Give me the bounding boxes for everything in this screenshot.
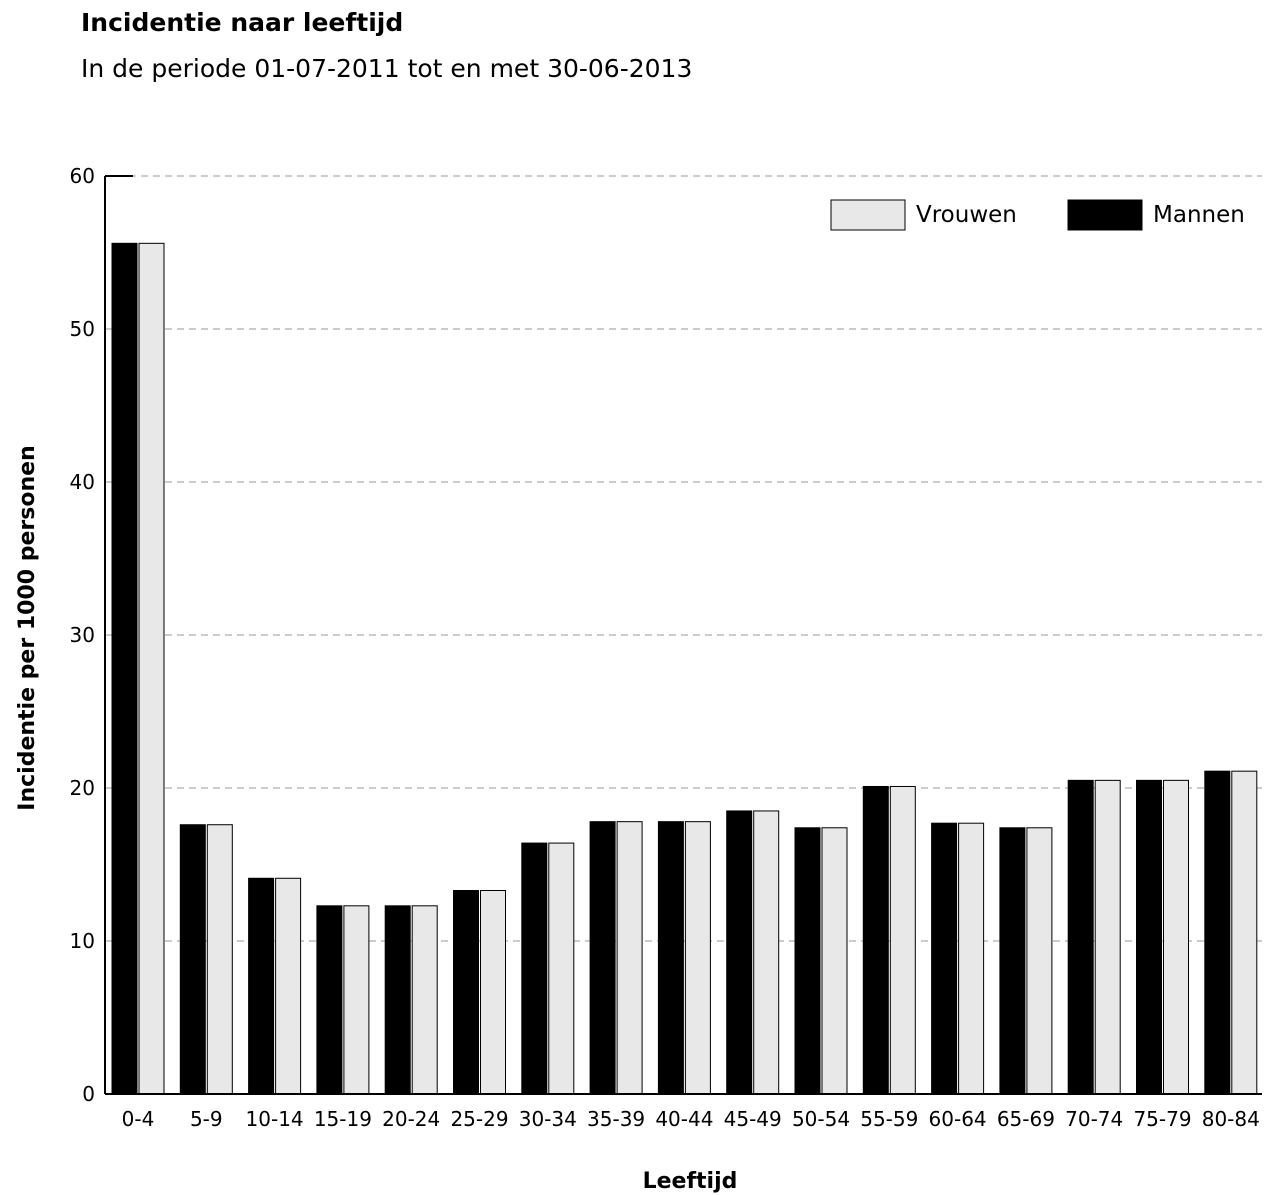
bars	[111, 242, 1258, 1095]
bar-vrouwen-20-24	[411, 905, 438, 1095]
bar-mannen-55-59	[862, 785, 889, 1095]
bar-mannen-40-44	[657, 821, 684, 1095]
y-tick-label: 10	[70, 929, 95, 953]
x-tick-label: 10-14	[246, 1107, 304, 1131]
x-tick-label: 65-69	[997, 1107, 1055, 1131]
x-tick-label: 20-24	[382, 1107, 440, 1131]
bar-mannen-65-69	[999, 827, 1026, 1095]
bar-vrouwen-10-14	[275, 877, 302, 1095]
axes	[104, 175, 1262, 1095]
x-tick-label: 30-34	[519, 1107, 577, 1131]
bar-mannen-70-74	[1067, 779, 1094, 1095]
y-tick-label: 30	[70, 623, 95, 647]
bar-mannen-30-34	[521, 842, 548, 1095]
bar-mannen-25-29	[453, 890, 479, 1095]
bar-vrouwen-50-54	[821, 827, 848, 1095]
bar-mannen-50-54	[794, 827, 821, 1095]
y-tick-label: 20	[70, 776, 95, 800]
bar-vrouwen-15-19	[343, 905, 370, 1095]
y-tick-label: 60	[70, 164, 95, 188]
bar-vrouwen-40-44	[684, 821, 711, 1095]
bar-vrouwen-0-4	[138, 242, 165, 1095]
bar-mannen-80-84	[1204, 770, 1231, 1095]
x-tick-label: 75-79	[1133, 1107, 1191, 1131]
bar-mannen-10-14	[248, 877, 275, 1095]
bar-vrouwen-65-69	[1026, 827, 1053, 1095]
x-tick-label: 70-74	[1065, 1107, 1123, 1131]
bar-mannen-35-39	[589, 821, 616, 1095]
x-tick-label: 0-4	[122, 1107, 155, 1131]
bar-vrouwen-45-49	[753, 810, 780, 1095]
bar-mannen-0-4	[111, 242, 138, 1095]
bar-vrouwen-70-74	[1094, 779, 1121, 1095]
bar-mannen-45-49	[726, 810, 753, 1095]
bar-vrouwen-75-79	[1163, 779, 1189, 1095]
y-axis-ticks: 0 10 20 30 40 50 60	[70, 164, 95, 1106]
bar-vrouwen-80-84	[1231, 770, 1258, 1095]
chart-subtitle: In de periode 01-07-2011 tot en met 30-0…	[81, 54, 693, 83]
bar-mannen-20-24	[384, 905, 411, 1095]
x-tick-label: 55-59	[860, 1107, 918, 1131]
y-axis-label: Incidentie per 1000 personen	[15, 445, 40, 810]
legend: Vrouwen Mannen	[830, 199, 1245, 231]
x-tick-label: 45-49	[724, 1107, 782, 1131]
bar-vrouwen-35-39	[616, 821, 643, 1095]
y-tick-label: 40	[70, 470, 95, 494]
bar-mannen-60-64	[931, 822, 958, 1095]
chart-title: Incidentie naar leeftijd	[81, 8, 404, 37]
x-tick-label: 80-84	[1202, 1107, 1260, 1131]
x-tick-label: 40-44	[655, 1107, 713, 1131]
bar-mannen-75-79	[1136, 779, 1162, 1095]
x-tick-label: 35-39	[587, 1107, 645, 1131]
x-axis-ticks: 0-4 5-9 10-14 15-19 20-24 25-29 30-34 35-39 40-4…	[122, 1107, 1260, 1131]
legend-label-vrouwen: Vrouwen	[916, 202, 1017, 228]
legend-swatch-mannen	[1067, 199, 1143, 231]
bar-vrouwen-60-64	[958, 822, 985, 1095]
x-axis-label: Leeftijd	[643, 1169, 738, 1194]
x-tick-label: 50-54	[792, 1107, 850, 1131]
y-tick-label: 50	[70, 317, 95, 341]
bar-mannen-15-19	[316, 905, 343, 1095]
x-tick-label: 5-9	[190, 1107, 223, 1131]
y-tick-label: 0	[82, 1082, 95, 1106]
x-tick-label: 60-64	[929, 1107, 987, 1131]
bar-vrouwen-55-59	[889, 785, 916, 1095]
legend-label-mannen: Mannen	[1153, 202, 1245, 228]
bar-mannen-5-9	[179, 824, 206, 1095]
x-tick-label: 25-29	[450, 1107, 508, 1131]
bar-vrouwen-25-29	[480, 890, 506, 1095]
legend-swatch-vrouwen	[830, 199, 906, 231]
bar-vrouwen-5-9	[206, 824, 233, 1095]
x-tick-label: 15-19	[314, 1107, 372, 1131]
bar-vrouwen-30-34	[548, 842, 575, 1095]
